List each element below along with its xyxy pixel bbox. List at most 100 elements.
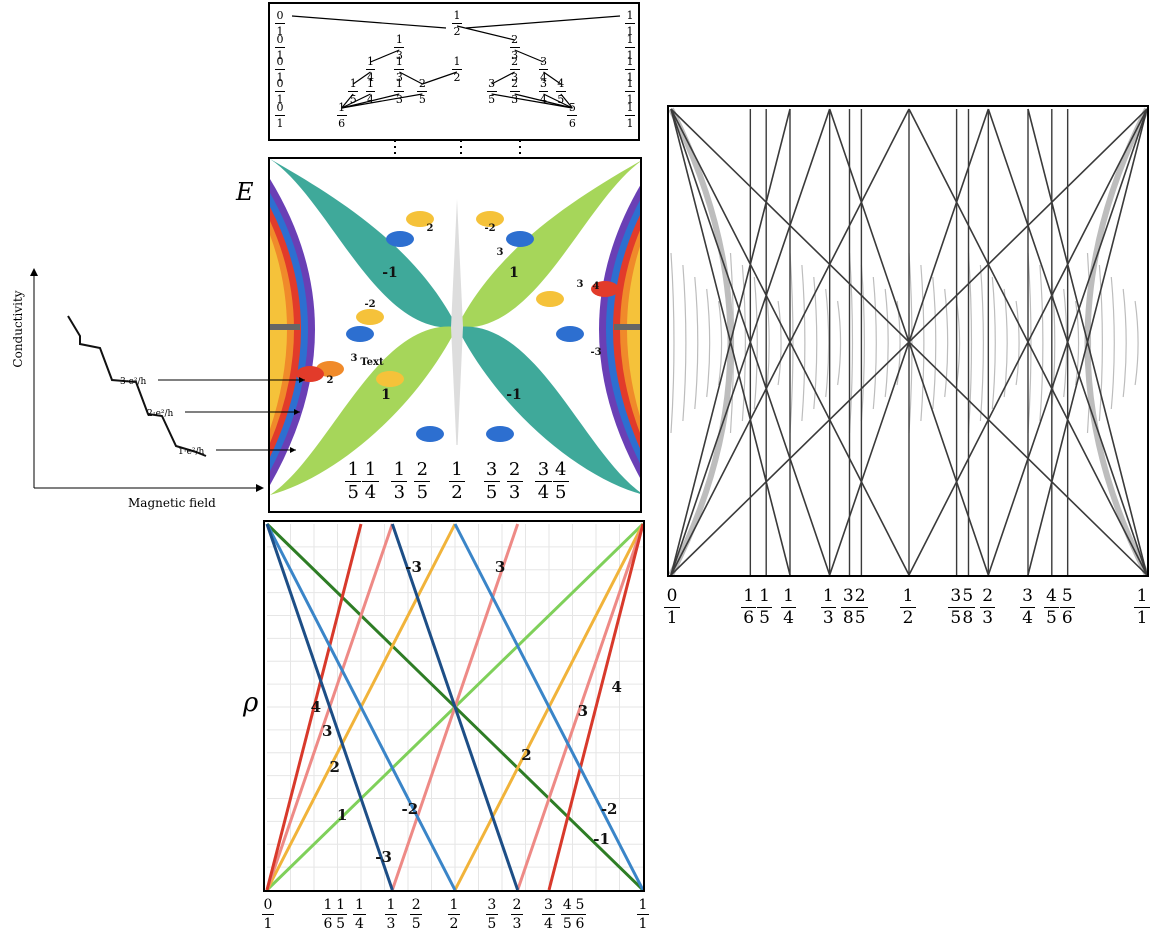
butterfly-arch xyxy=(270,445,640,511)
spectrum-band xyxy=(908,252,913,434)
cond-level-label: 3·e²/h xyxy=(120,377,147,387)
cond-arrow-head xyxy=(299,377,305,383)
tree-edge xyxy=(422,71,458,85)
gray-diagonal-line xyxy=(1027,108,1147,575)
tree-edge xyxy=(543,71,562,85)
tree-edge xyxy=(560,93,573,109)
spectrum-band xyxy=(848,252,854,434)
spectrum-band xyxy=(979,264,984,422)
rho-line-label: -2 xyxy=(601,800,618,818)
rho-line xyxy=(265,523,457,890)
spectrum-band xyxy=(837,300,842,386)
cond-x-arrow xyxy=(256,484,264,492)
spectrum-band xyxy=(801,264,806,422)
gray-diagonal-line xyxy=(987,108,1147,575)
spectrum-band xyxy=(1122,288,1127,398)
spectrum-band xyxy=(825,288,830,398)
rho-axis-label: ρ xyxy=(243,688,259,718)
spectrum-band xyxy=(1027,252,1032,434)
spectrum-band xyxy=(1098,264,1103,422)
spectrum-band xyxy=(682,264,687,422)
spectrum-band xyxy=(860,264,865,422)
conductivity-xlabel: Magnetic field xyxy=(128,496,216,510)
tree-edge xyxy=(341,93,354,109)
spectrum-band xyxy=(1015,300,1020,386)
spectrum-band xyxy=(920,264,925,422)
gray-diagonal-line xyxy=(670,108,831,575)
butterfly-blob xyxy=(416,426,444,442)
gray-diagonal-line xyxy=(670,108,791,575)
rho-line xyxy=(547,523,643,890)
spectrum-band xyxy=(1075,300,1080,386)
rho-line-label: 3 xyxy=(322,722,332,740)
rho-line xyxy=(265,523,394,890)
rho-line-label: 2 xyxy=(521,746,531,764)
tree-edge xyxy=(514,93,573,109)
spectrum-band xyxy=(741,264,746,422)
butterfly-leaf xyxy=(457,326,640,494)
butterfly-band xyxy=(614,324,640,330)
spectrum-band xyxy=(718,300,723,386)
tree-edge xyxy=(543,93,573,109)
cond-arrow-head xyxy=(294,409,300,415)
butterfly-blob xyxy=(296,366,324,382)
butterfly-blob xyxy=(556,326,584,342)
butterfly-region-label: 2 xyxy=(327,375,334,386)
butterfly-blob xyxy=(386,231,414,247)
rho-line-label: 4 xyxy=(311,698,321,716)
tree-edge xyxy=(341,93,423,109)
spectrum-band xyxy=(944,288,949,398)
tree-edge xyxy=(491,93,573,109)
butterfly-spike xyxy=(451,199,463,327)
tree-edge xyxy=(514,49,544,63)
spectrum-band xyxy=(1039,264,1044,422)
spectrum-band xyxy=(932,276,937,410)
energy-axis-label: E xyxy=(236,178,254,206)
spectrum-band xyxy=(1063,288,1068,398)
cond-staircase xyxy=(67,315,207,457)
butterfly-region-label: -1 xyxy=(506,387,522,403)
butterfly-blob xyxy=(406,211,434,227)
farey-tree-lines xyxy=(291,15,621,109)
spectrum-band xyxy=(884,288,889,398)
cond-arrow-head xyxy=(290,447,296,453)
tree-edge xyxy=(341,93,371,109)
rho-line-label: -1 xyxy=(593,830,610,848)
rho-line xyxy=(390,523,520,890)
spectrum-band xyxy=(753,276,758,410)
butterfly-blob xyxy=(356,309,384,325)
butterfly-blob xyxy=(591,281,619,297)
butterfly-leaf xyxy=(270,326,457,495)
gray-diagonal-line xyxy=(670,108,910,575)
